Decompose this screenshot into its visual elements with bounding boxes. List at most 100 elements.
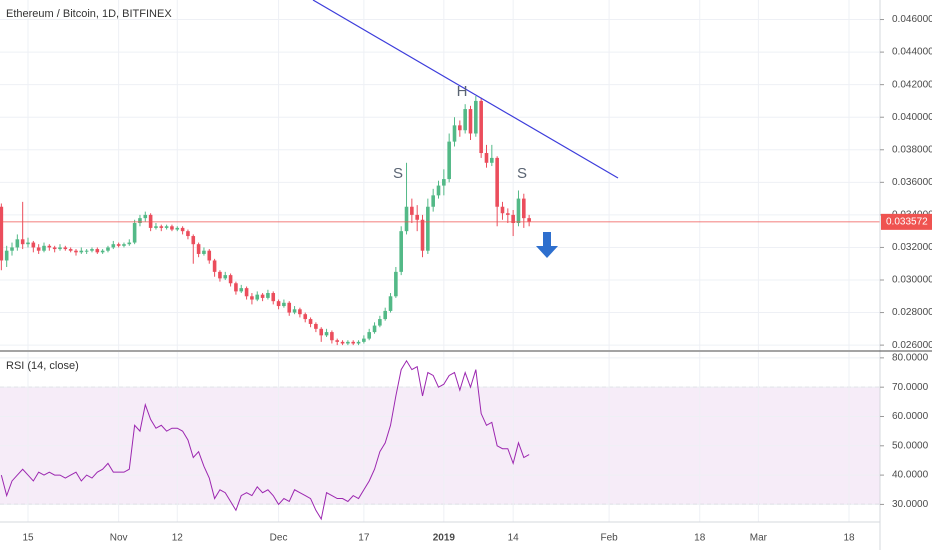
candle-body	[330, 332, 334, 341]
chart-title: Ethereum / Bitcoin, 1D, BITFINEX	[6, 8, 172, 20]
candle-body	[10, 247, 14, 251]
y-tick-label: 30.0000	[892, 499, 929, 510]
rsi-line	[0, 359, 530, 521]
y-tick-label: 0.042000	[892, 79, 932, 90]
x-tick-label: 2019	[433, 533, 456, 544]
candle-body	[447, 141, 451, 180]
candle-body	[36, 247, 41, 251]
candle-body	[378, 319, 382, 326]
candle-body	[170, 226, 174, 230]
candle-body	[527, 218, 531, 222]
candle-body	[458, 125, 462, 131]
candle-body	[410, 206, 414, 215]
y-tick-label: 70.0000	[892, 382, 929, 393]
y-tick-label: 0.046000	[892, 14, 932, 25]
down-arrow	[536, 232, 558, 258]
candle-body	[186, 231, 190, 237]
candle-body	[138, 218, 142, 224]
candle-body	[191, 236, 196, 245]
candle-body	[4, 250, 9, 261]
candle-body	[42, 245, 46, 251]
candle-body	[324, 332, 329, 336]
candle-body	[106, 247, 110, 251]
candle-body	[276, 301, 281, 307]
candle-body	[506, 213, 510, 215]
x-tick-label: Feb	[600, 533, 618, 544]
x-tick-label: 14	[508, 533, 520, 544]
candle-body	[159, 226, 164, 228]
y-tick-label: 0.044000	[892, 47, 932, 58]
x-tick-label: 12	[172, 533, 184, 544]
candle-body	[452, 125, 457, 142]
candle-body	[388, 296, 393, 311]
candle-body	[239, 288, 244, 292]
x-tick-label: 18	[843, 533, 855, 544]
candle-body	[26, 242, 30, 245]
candle-body	[442, 179, 446, 186]
x-tick-label: 18	[694, 533, 706, 544]
candle-body	[164, 226, 169, 228]
x-tick-label: Dec	[270, 533, 288, 544]
candle-body	[282, 302, 286, 307]
candle-body	[415, 214, 419, 220]
candle-body	[196, 244, 201, 254]
candle-body	[52, 247, 57, 250]
candle-body	[95, 249, 100, 253]
candle-body	[244, 288, 249, 297]
candle-body	[362, 338, 366, 342]
y-tick-label: 0.026000	[892, 340, 932, 351]
last-price-label: 0.033572	[886, 216, 928, 227]
candle-body	[100, 250, 105, 253]
candle-body	[399, 231, 403, 272]
candle-body	[15, 239, 20, 248]
pattern-label: S	[517, 165, 527, 182]
y-tick-label: 40.0000	[892, 470, 929, 481]
candle-body	[250, 296, 254, 300]
candle-body	[207, 250, 212, 261]
candle-body	[474, 100, 478, 134]
y-tick-label: 0.032000	[892, 242, 932, 253]
candle-body	[228, 275, 233, 284]
candle-body	[490, 157, 494, 163]
candle-body	[271, 293, 276, 302]
candle-body	[479, 100, 483, 154]
last-price-box	[881, 213, 932, 230]
candle-body	[436, 185, 441, 196]
candle-body	[372, 325, 377, 333]
candle-body	[314, 323, 318, 329]
candle-body	[420, 219, 425, 251]
x-tick-label: Nov	[110, 533, 128, 544]
x-tick-label: Mar	[750, 533, 768, 544]
plot-layer	[0, 0, 880, 522]
candle-body	[175, 227, 180, 230]
candle-body	[212, 260, 217, 272]
candle-body	[463, 109, 467, 131]
rsi-title: RSI (14, close)	[6, 360, 79, 372]
candle-body	[202, 250, 206, 254]
candle-body	[31, 242, 36, 248]
candle-body	[484, 153, 489, 163]
x-tick-label: 17	[358, 533, 370, 544]
pattern-label: S	[393, 165, 403, 182]
candle-body	[500, 206, 505, 214]
candle-body	[522, 198, 526, 219]
candle-body	[266, 293, 270, 298]
candle-body	[292, 309, 297, 313]
candle-body	[404, 206, 409, 232]
candle-body	[20, 239, 25, 245]
candle-body	[79, 250, 84, 253]
candle-body	[116, 244, 121, 246]
candle-body	[516, 198, 521, 224]
candle-body	[63, 247, 68, 250]
y-tick-label: 60.0000	[892, 411, 929, 422]
x-tick-label: 15	[22, 533, 34, 544]
candle-body	[218, 271, 222, 279]
candle-body	[319, 328, 324, 336]
candle-body	[287, 302, 292, 313]
y-tick-label: 0.036000	[892, 177, 932, 188]
candle-body	[180, 227, 185, 232]
candle-body	[58, 247, 62, 250]
candle-body	[223, 275, 228, 279]
y-tick-label: 0.038000	[892, 144, 932, 155]
